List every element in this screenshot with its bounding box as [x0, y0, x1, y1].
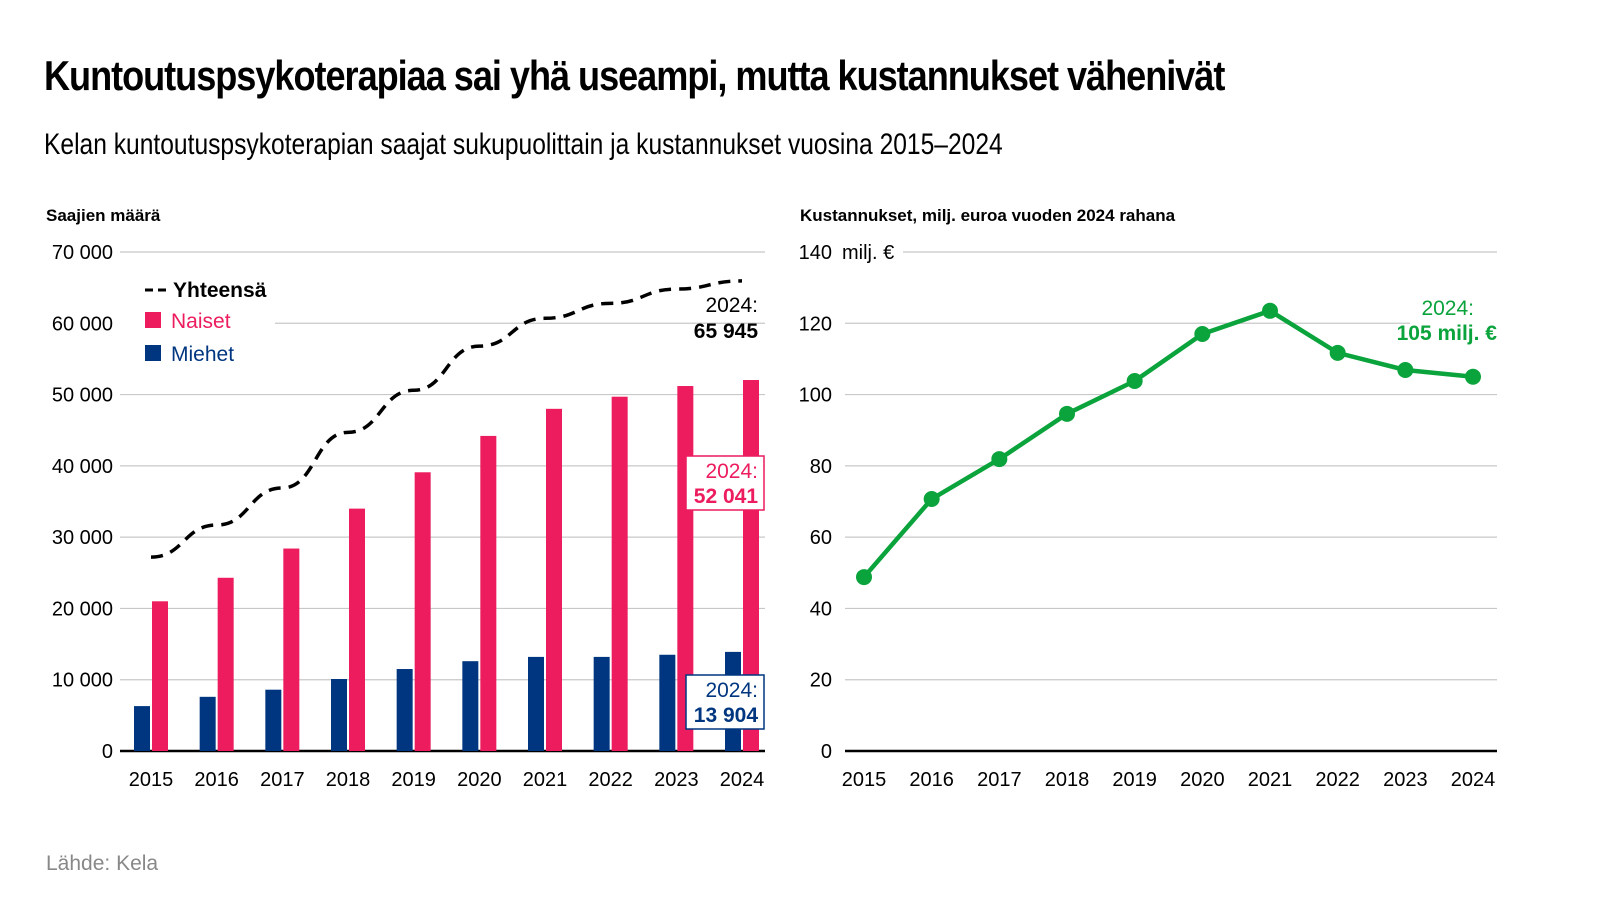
total-annotation-value: 65 945 [694, 320, 759, 343]
y-tick-label: 40 000 [52, 456, 113, 478]
cost-x-ticks: 2015 2016 2017 2018 2019 2020 2021 2022 2023 2024 [842, 769, 1496, 791]
bar-naiset-2015 [152, 601, 168, 751]
recipients-x-ticks: 2015 2016 2017 2018 2019 2020 2021 2022 2023 2024 [129, 769, 765, 791]
x-tick-label: 2024 [1451, 769, 1496, 791]
bar-miehet-2020 [462, 661, 479, 751]
point-kustannukset-2023 [1397, 361, 1414, 378]
x-tick-label: 2023 [654, 769, 699, 791]
total-annotation-year: 2024: [705, 294, 758, 317]
y-tick-label: 40 [810, 598, 832, 620]
x-tick-label: 2022 [588, 769, 633, 791]
y-tick-label: 20 [810, 670, 832, 692]
bar-miehet-2019 [396, 669, 413, 751]
x-tick-label: 2020 [1180, 769, 1225, 791]
y-tick-label: 50 000 [52, 385, 113, 407]
x-tick-label: 2019 [391, 769, 436, 791]
cost-axis-title: Kustannukset, milj. euroa vuoden 2024 ra… [800, 206, 1176, 225]
point-kustannukset-2024 [1465, 368, 1481, 385]
chart-title: Kuntoutuspsykoterapiaa sai yhä useampi, … [44, 52, 1225, 99]
recipients-chart: Saajien määrä 0 10 000 20 000 30 000 40 000 5… [46, 206, 765, 791]
cost-gridlines [845, 251, 1497, 753]
cost-annotation-value: 105 milj. € [1397, 322, 1498, 345]
cost-line [856, 302, 1481, 586]
cost-y-ticks: 0 20 40 60 80 100 120 140 [799, 242, 832, 763]
x-tick-label: 2017 [260, 769, 305, 791]
source-note: Lähde: Kela [46, 852, 159, 875]
y-tick-label: 140 [799, 242, 832, 264]
x-tick-label: 2022 [1315, 769, 1360, 791]
y-tick-label: 60 000 [52, 313, 113, 335]
x-tick-label: 2023 [1383, 769, 1428, 791]
y-tick-label: 20 000 [52, 598, 113, 620]
cost-unit-label: milj. € [842, 242, 894, 264]
bar-naiset-2020 [480, 435, 497, 751]
legend-miehet-label: Miehet [171, 343, 234, 366]
bar-miehet-2023 [659, 654, 676, 751]
y-tick-label: 10 000 [52, 670, 113, 692]
bar-naiset-2016 [217, 577, 234, 751]
y-tick-label: 30 000 [52, 527, 113, 549]
y-tick-label: 100 [799, 385, 832, 407]
bar-naiset-2017 [283, 548, 300, 751]
recipients-axis-title: Saajien määrä [46, 206, 161, 225]
cost-annotation-year: 2024: [1421, 297, 1474, 320]
y-tick-label: 0 [102, 741, 113, 763]
naiset-annotation-value: 52 041 [694, 485, 759, 508]
legend-miehet-swatch [145, 345, 161, 361]
legend-naiset-swatch [145, 312, 161, 328]
point-kustannukset-2016 [923, 491, 940, 508]
x-tick-label: 2018 [326, 769, 371, 791]
miehet-annotation-year: 2024: [705, 679, 758, 702]
x-tick-label: 2021 [1248, 769, 1293, 791]
bar-miehet-2018 [331, 679, 347, 751]
y-tick-label: 120 [799, 313, 832, 335]
bar-miehet-2021 [528, 656, 544, 751]
recipients-y-ticks: 0 10 000 20 000 30 000 40 000 50 000 60 000 70 … [52, 242, 113, 763]
legend-naiset-label: Naiset [171, 310, 231, 333]
miehet-annotation-value: 13 904 [694, 704, 759, 727]
line-kustannukset [862, 308, 1474, 579]
bar-naiset-2022 [611, 396, 628, 751]
bar-miehet-2022 [593, 656, 610, 751]
bar-miehet-2017 [265, 689, 282, 751]
x-tick-label: 2016 [909, 769, 954, 791]
x-tick-label: 2017 [977, 769, 1022, 791]
x-tick-label: 2018 [1045, 769, 1090, 791]
x-tick-label: 2015 [129, 769, 174, 791]
line-yhteensa [150, 279, 743, 559]
y-tick-label: 80 [810, 456, 832, 478]
y-tick-label: 60 [810, 527, 832, 549]
cost-chart: Kustannukset, milj. euroa vuoden 2024 ra… [799, 206, 1498, 791]
bar-naiset-2021 [546, 408, 562, 751]
x-tick-label: 2016 [194, 769, 239, 791]
point-kustannukset-2022 [1329, 344, 1346, 361]
y-tick-label: 70 000 [52, 242, 113, 264]
x-tick-label: 2015 [842, 769, 887, 791]
naiset-annotation-box [685, 455, 765, 511]
bar-naiset-2019 [414, 472, 431, 751]
point-kustannukset-2019 [1126, 373, 1143, 390]
chart-subtitle: Kelan kuntoutuspsykoterapian saajat suku… [44, 128, 1003, 161]
legend-total-label: Yhteensä [173, 279, 267, 302]
x-tick-label: 2020 [457, 769, 502, 791]
x-tick-label: 2019 [1112, 769, 1157, 791]
point-kustannukset-2017 [991, 451, 1008, 468]
point-kustannukset-2018 [1059, 405, 1075, 422]
x-tick-label: 2021 [523, 769, 568, 791]
total-line [150, 279, 743, 559]
point-kustannukset-2021 [1262, 302, 1278, 319]
y-tick-label: 0 [821, 741, 832, 763]
recipients-bars [134, 380, 759, 751]
miehet-annotation-box [685, 674, 765, 730]
naiset-annotation-year: 2024: [705, 460, 758, 483]
recipients-legend: Yhteensä Naiset Miehet [145, 279, 267, 366]
bar-naiset-2018 [349, 508, 365, 751]
bar-miehet-2016 [199, 696, 216, 751]
bar-miehet-2015 [134, 706, 150, 751]
x-tick-label: 2024 [720, 769, 765, 791]
point-kustannukset-2020 [1194, 325, 1211, 342]
point-kustannukset-2015 [856, 569, 872, 586]
